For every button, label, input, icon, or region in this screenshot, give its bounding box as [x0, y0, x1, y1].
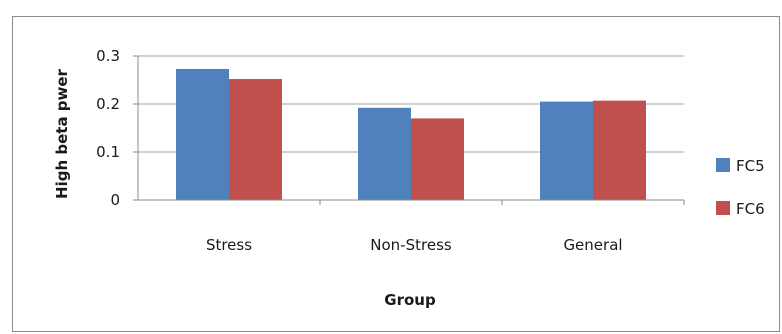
bar-fc5-general	[540, 101, 593, 200]
x-axis-title: Group	[384, 291, 436, 309]
y-tick-label: 0.1	[96, 143, 120, 161]
x-tick-labels: Stress Non-Stress General	[206, 236, 623, 254]
x-tick-label: Stress	[206, 236, 252, 254]
bar-fc5-stress	[176, 68, 229, 201]
y-tick-label: 0	[110, 191, 120, 209]
legend-swatch-fc6	[716, 201, 730, 215]
x-tick-label: Non-Stress	[370, 236, 452, 254]
legend-label-fc6: FC6	[736, 200, 765, 218]
legend: FC5 FC6	[716, 157, 765, 218]
y-axis-title: High beta pwer	[53, 68, 71, 199]
legend-swatch-fc5	[716, 158, 730, 172]
bar-fc5-non-stress	[358, 107, 411, 200]
axes	[133, 55, 685, 205]
bar-fc6-stress	[229, 79, 282, 200]
x-tick-label: General	[563, 236, 622, 254]
bar-fc6-general	[593, 100, 646, 200]
legend-label-fc5: FC5	[736, 157, 765, 175]
y-tick-labels: 0 0.1 0.2 0.3	[96, 47, 120, 209]
y-tick-label: 0.2	[96, 95, 120, 113]
bars	[176, 68, 646, 201]
y-tick-label: 0.3	[96, 47, 120, 65]
bar-fc6-non-stress	[411, 118, 464, 200]
